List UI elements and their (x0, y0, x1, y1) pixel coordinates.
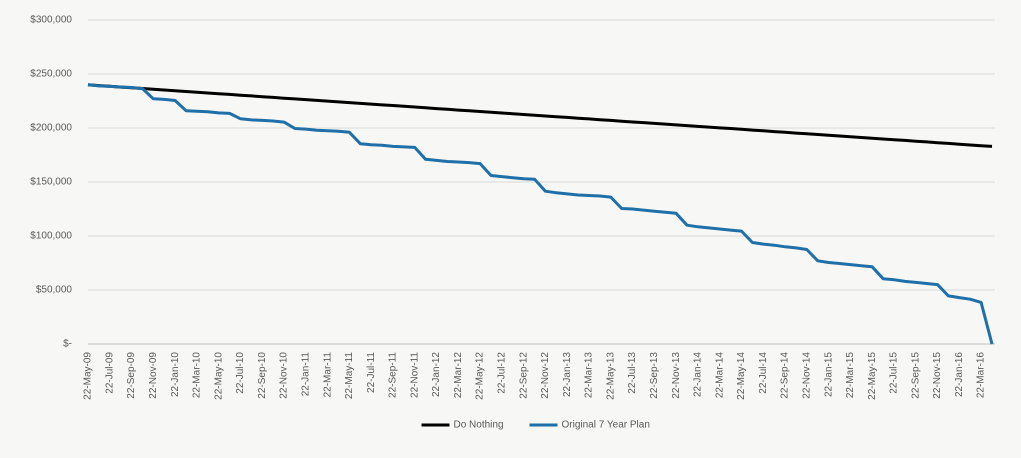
x-tick-label: 22-Jan-13 (562, 352, 573, 397)
series-line (87, 83, 993, 148)
x-tick-label: 22-May-12 (475, 352, 486, 400)
legend-label: Do Nothing (454, 420, 504, 431)
x-tick-label: 22-Jan-12 (431, 352, 442, 397)
x-tick-label: 22-Mar-15 (845, 352, 856, 399)
x-tick-label: 22-Sep-15 (910, 352, 921, 399)
x-tick-label: 22-Sep-10 (257, 352, 268, 399)
x-tick-label: 22-Jul-15 (889, 352, 900, 394)
x-tick-label: 22-Jul-12 (497, 352, 508, 394)
x-tick-label: 22-Jan-14 (693, 352, 704, 397)
x-tick-label: 22-Mar-13 (584, 352, 595, 399)
y-tick-label: $- (63, 339, 72, 350)
x-tick-label: 22-Nov-15 (932, 352, 943, 399)
y-tick-label: $50,000 (36, 285, 73, 296)
legend-label: Original 7 Year Plan (562, 420, 650, 431)
x-tick-label: 22-Jan-10 (170, 352, 181, 397)
x-tick-label: 22-Jul-10 (235, 352, 246, 394)
x-tick-label: 22-May-10 (213, 352, 224, 400)
x-tick-label: 22-Mar-11 (322, 352, 333, 398)
x-tick-label: 22-May-11 (344, 352, 355, 399)
y-tick-label: $200,000 (30, 123, 72, 134)
x-tick-label: 22-May-14 (736, 352, 747, 400)
y-tick-label: $250,000 (30, 69, 72, 80)
x-tick-label: 22-Jan-16 (954, 352, 965, 397)
x-tick-label: 22-May-13 (605, 352, 616, 400)
x-tick-label: 22-Mar-10 (192, 352, 203, 399)
x-tick-label: 22-May-15 (867, 352, 878, 400)
series-line (87, 83, 994, 345)
x-tick-label: 22-Mar-16 (976, 352, 987, 399)
y-tick-label: $100,000 (30, 231, 72, 242)
x-tick-label: 22-Nov-11 (409, 352, 420, 398)
x-tick-label: 22-Jan-11 (300, 352, 311, 397)
x-tick-label: 22-Jul-09 (104, 352, 115, 394)
x-tick-label: 22-Sep-11 (388, 352, 399, 398)
x-tick-label: 22-Jul-14 (758, 352, 769, 394)
x-tick-label: 22-Jul-11 (366, 352, 377, 393)
y-tick-label: $300,000 (30, 15, 72, 26)
x-tick-label: 22-Nov-14 (801, 352, 812, 399)
y-tick-label: $150,000 (30, 177, 72, 188)
x-tick-label: 22-Sep-09 (126, 352, 137, 399)
x-tick-label: 22-Mar-12 (453, 352, 464, 399)
x-tick-label: 22-Mar-14 (714, 352, 725, 399)
x-tick-label: 22-Nov-10 (279, 352, 290, 399)
x-tick-label: 22-Sep-12 (518, 352, 529, 399)
x-tick-label: 22-Nov-09 (148, 352, 159, 399)
x-tick-label: 22-May-09 (83, 352, 94, 400)
x-tick-label: 22-Nov-12 (540, 352, 551, 399)
x-tick-label: 22-Sep-13 (649, 352, 660, 399)
x-tick-label: 22-Sep-14 (780, 352, 791, 399)
x-tick-label: 22-Jul-13 (627, 352, 638, 394)
x-tick-label: 22-Jan-15 (823, 352, 834, 397)
x-tick-label: 22-Nov-13 (671, 352, 682, 399)
